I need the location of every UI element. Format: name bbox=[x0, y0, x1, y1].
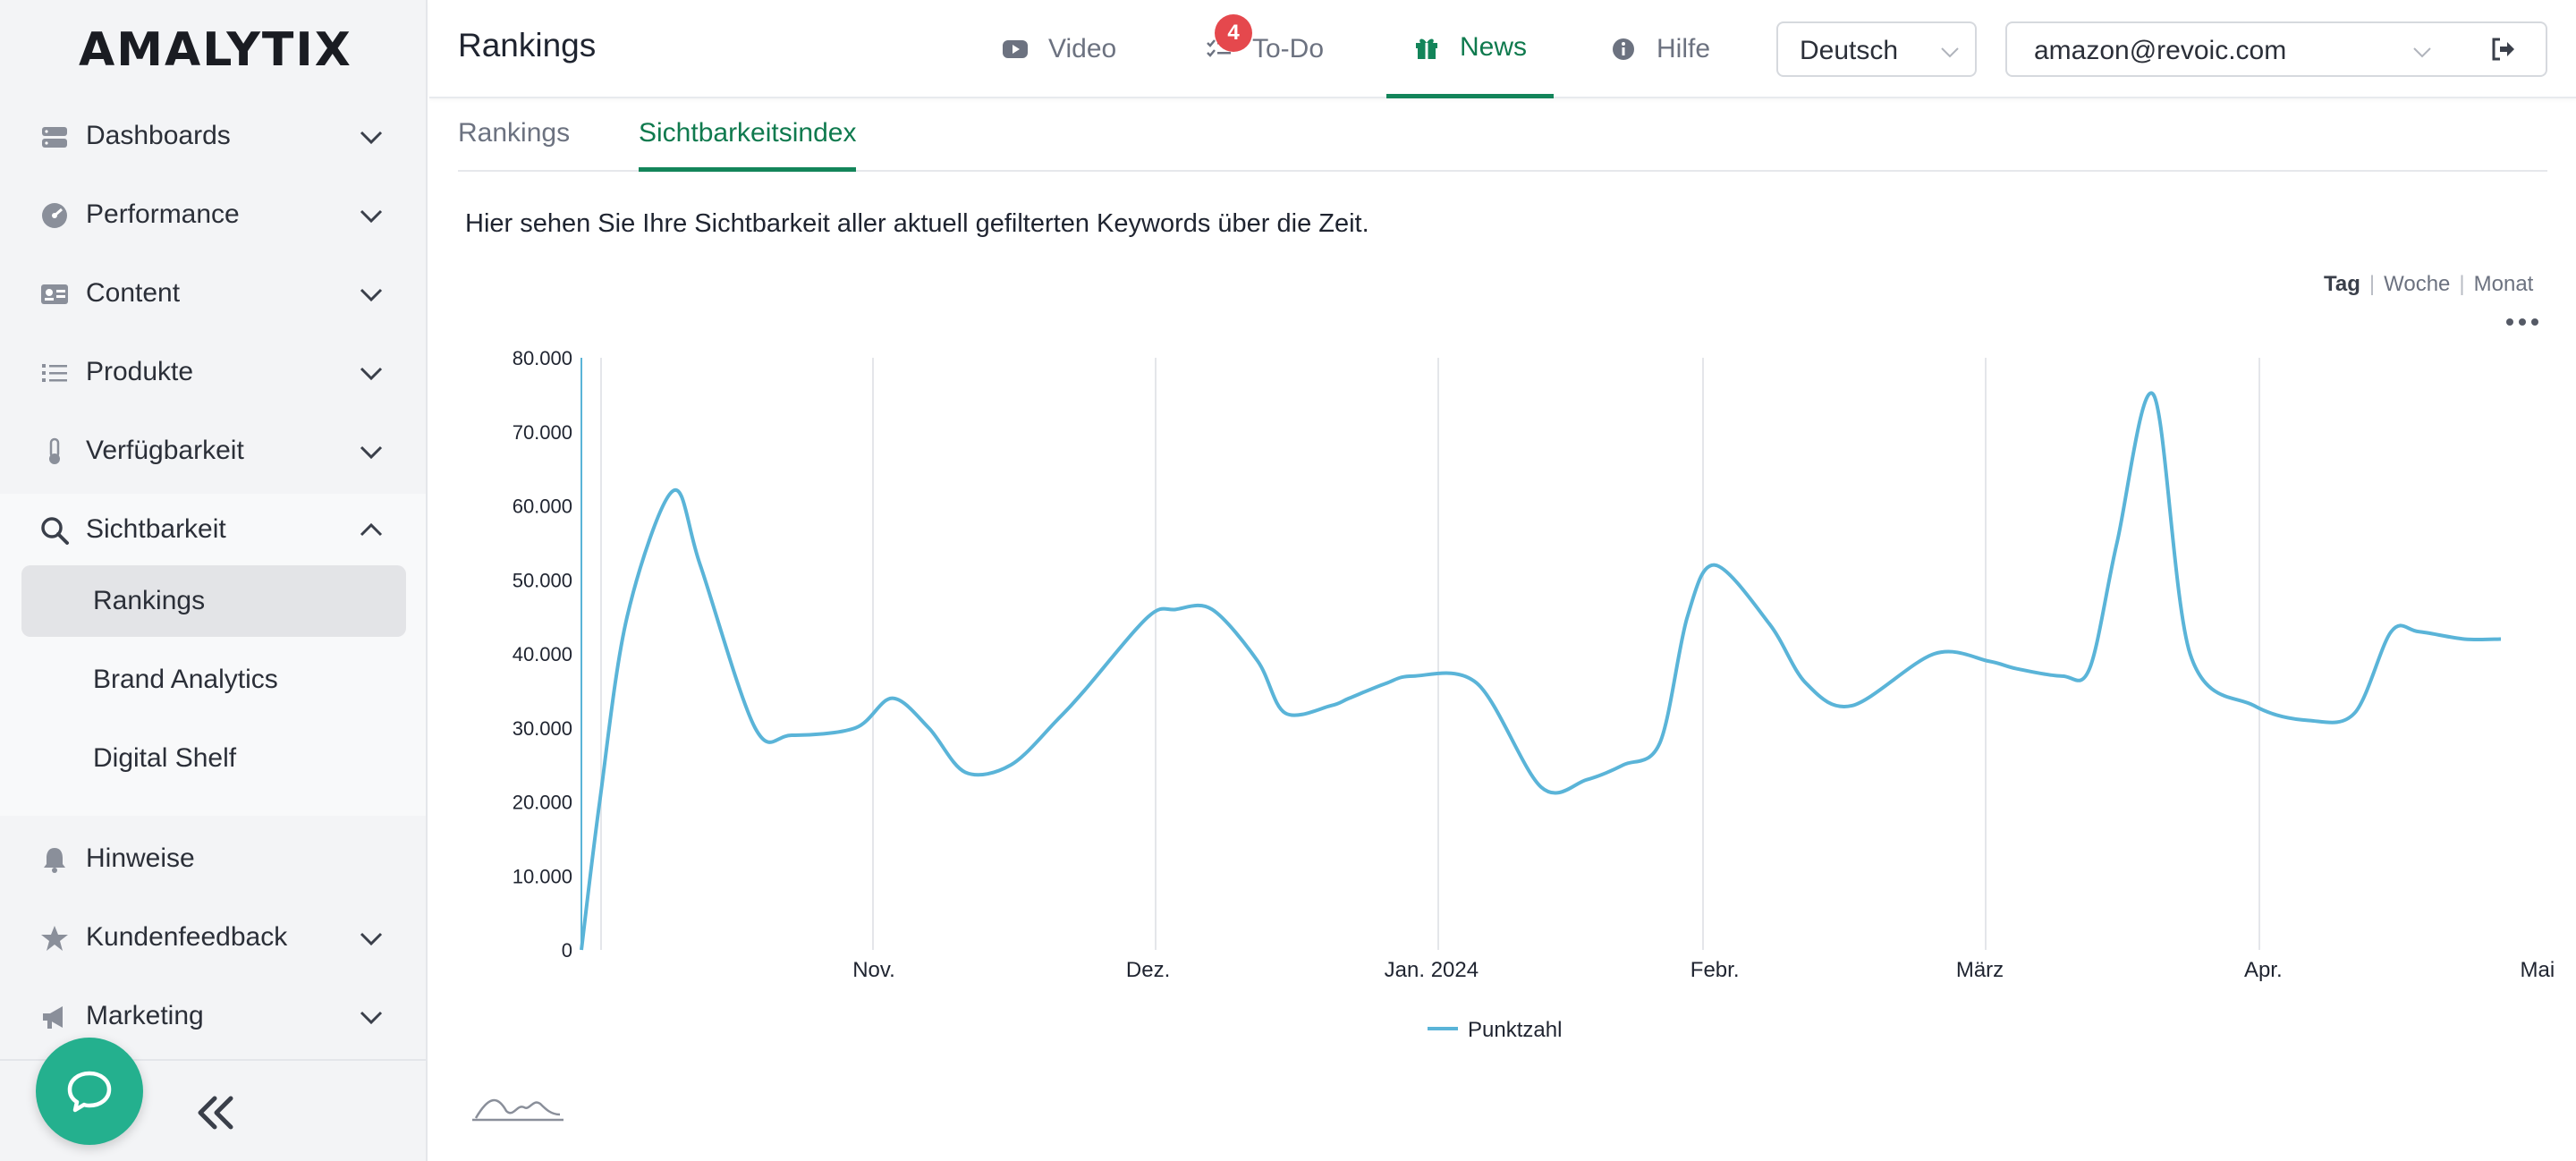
x-tick-label: Jan. 2024 bbox=[1385, 958, 1479, 982]
nav-label: News bbox=[1460, 31, 1528, 62]
tab-rankings[interactable]: Rankings bbox=[458, 118, 571, 148]
series-line-punktzahl bbox=[580, 391, 2502, 951]
sidebar-item-performance[interactable]: Performance bbox=[0, 175, 426, 254]
y-tick-label: 0 bbox=[562, 939, 572, 962]
y-tick-label: 50.000 bbox=[513, 569, 572, 591]
nav-video[interactable]: Video bbox=[1002, 0, 1116, 98]
chevron-down-icon bbox=[360, 209, 383, 224]
x-tick-label: Mai bbox=[2521, 958, 2555, 982]
sidebar-subitem-rankings[interactable]: Rankings bbox=[21, 565, 406, 637]
tab-sichtbarkeitsindex[interactable]: Sichtbarkeitsindex bbox=[639, 118, 857, 172]
collapse-sidebar-icon[interactable] bbox=[190, 1086, 243, 1140]
sidebar-subsection bbox=[0, 494, 426, 816]
chevron-down-icon bbox=[360, 932, 383, 946]
period-switch: Tag | Woche | Monat bbox=[2324, 272, 2533, 297]
period-separator: | bbox=[2459, 272, 2465, 296]
account-value: amazon@revoic.com bbox=[2034, 36, 2287, 65]
x-tick-label: März bbox=[1956, 958, 2004, 982]
y-tick-label: 30.000 bbox=[513, 717, 572, 740]
y-tick-label: 80.000 bbox=[513, 347, 572, 369]
chat-button[interactable] bbox=[36, 1038, 143, 1145]
description-text: Hier sehen Sie Ihre Sichtbarkeit aller a… bbox=[465, 209, 1369, 238]
star-icon bbox=[41, 926, 68, 951]
chevron-down-icon bbox=[360, 367, 383, 381]
y-tick-label: 20.000 bbox=[513, 792, 572, 814]
y-tick-label: 60.000 bbox=[513, 496, 572, 518]
server-icon bbox=[42, 127, 67, 148]
language-select[interactable]: Deutsch bbox=[1776, 21, 1977, 77]
nav-news[interactable]: News bbox=[1386, 0, 1555, 98]
sparkline-navigator-icon[interactable] bbox=[470, 1088, 567, 1123]
period-option-month[interactable]: Monat bbox=[2473, 272, 2534, 296]
sidebar-item-label: Hinweise bbox=[86, 843, 195, 873]
x-tick-label: Apr. bbox=[2244, 958, 2283, 982]
chevron-down-icon bbox=[360, 131, 383, 145]
y-tick-label: 70.000 bbox=[513, 421, 572, 444]
search-icon bbox=[41, 517, 69, 545]
chevron-down-icon bbox=[360, 288, 383, 302]
sidebar-item-label: Verfügbarkeit bbox=[86, 436, 244, 465]
youtube-icon bbox=[1003, 40, 1028, 58]
logo: AMALYTIX bbox=[79, 23, 352, 77]
info-icon bbox=[1613, 38, 1634, 60]
sidebar-item-verfuegbarkeit[interactable]: Verfügbarkeit bbox=[0, 411, 426, 490]
language-value: Deutsch bbox=[1800, 36, 1899, 65]
period-option-day[interactable]: Tag bbox=[2324, 272, 2360, 296]
sidebar-subitem-label: Brand Analytics bbox=[93, 665, 278, 694]
chevron-up-icon bbox=[360, 522, 383, 537]
x-tick-label: Febr. bbox=[1690, 958, 1740, 982]
top-header: Rankings Video To-Do 4 News bbox=[429, 0, 2576, 98]
nav-label: To-Do bbox=[1252, 34, 1325, 64]
period-option-week[interactable]: Woche bbox=[2384, 272, 2451, 296]
sidebar-subitem-label: Digital Shelf bbox=[93, 743, 237, 773]
sidebar-item-label: Performance bbox=[86, 199, 240, 229]
list-icon bbox=[42, 364, 67, 382]
logout-icon bbox=[2492, 38, 2514, 61]
nav-hilfe[interactable]: Hilfe bbox=[1610, 0, 1710, 98]
sidebar-item-sichtbarkeit[interactable]: Sichtbarkeit bbox=[0, 490, 426, 569]
bell-icon bbox=[44, 848, 65, 873]
thermometer-icon bbox=[49, 437, 60, 464]
sidebar-item-label: Dashboards bbox=[86, 121, 231, 150]
nav-label: Video bbox=[1048, 34, 1117, 64]
nav-todo[interactable]: To-Do bbox=[1206, 0, 1324, 98]
megaphone-icon bbox=[43, 1006, 63, 1029]
period-separator: | bbox=[2368, 272, 2376, 296]
id-card-icon bbox=[41, 284, 68, 304]
nav-label: Hilfe bbox=[1657, 34, 1711, 64]
page-title: Rankings bbox=[458, 27, 597, 64]
legend-label: Punktzahl bbox=[1468, 1018, 1562, 1042]
sidebar-item-label: Content bbox=[86, 278, 181, 308]
gauge-icon bbox=[42, 203, 67, 228]
chat-bubble-icon bbox=[67, 1071, 112, 1113]
gift-icon bbox=[1416, 38, 1437, 59]
account-select[interactable]: amazon@revoic.com bbox=[2005, 21, 2463, 77]
chevron-down-icon bbox=[2413, 47, 2431, 58]
tab-bar: Rankings Sichtbarkeitsindex bbox=[458, 100, 2547, 172]
sidebar-item-dashboards[interactable]: Dashboards bbox=[0, 97, 426, 175]
sidebar-item-kundenfeedback[interactable]: Kundenfeedback bbox=[0, 898, 426, 977]
sidebar-subitem-brand-analytics[interactable]: Brand Analytics bbox=[21, 644, 406, 716]
sidebar-item-label: Marketing bbox=[86, 1001, 204, 1030]
x-tick-label: Dez. bbox=[1126, 958, 1170, 982]
sidebar-subitem-digital-shelf[interactable]: Digital Shelf bbox=[21, 723, 406, 794]
chevron-down-icon bbox=[1941, 47, 1959, 58]
logout-button[interactable] bbox=[2462, 21, 2547, 77]
sidebar-item-hinweise[interactable]: Hinweise bbox=[0, 819, 426, 898]
todo-count-badge: 4 bbox=[1215, 14, 1252, 52]
sidebar-item-label: Produkte bbox=[86, 357, 194, 386]
y-tick-label: 10.000 bbox=[513, 865, 572, 887]
sidebar-item-marketing[interactable]: Marketing bbox=[0, 977, 426, 1055]
chevron-down-icon bbox=[360, 1011, 383, 1025]
chart-menu-icon[interactable] bbox=[2504, 313, 2540, 331]
sidebar-item-label: Kundenfeedback bbox=[86, 922, 288, 952]
sidebar-item-produkte[interactable]: Produkte bbox=[0, 333, 426, 411]
sidebar-subitem-label: Rankings bbox=[93, 586, 206, 615]
sidebar-item-content[interactable]: Content bbox=[0, 254, 426, 333]
sidebar-item-label: Sichtbarkeit bbox=[86, 514, 226, 544]
chevron-down-icon bbox=[360, 445, 383, 460]
y-tick-label: 40.000 bbox=[513, 643, 572, 665]
x-tick-label: Nov. bbox=[852, 958, 895, 982]
